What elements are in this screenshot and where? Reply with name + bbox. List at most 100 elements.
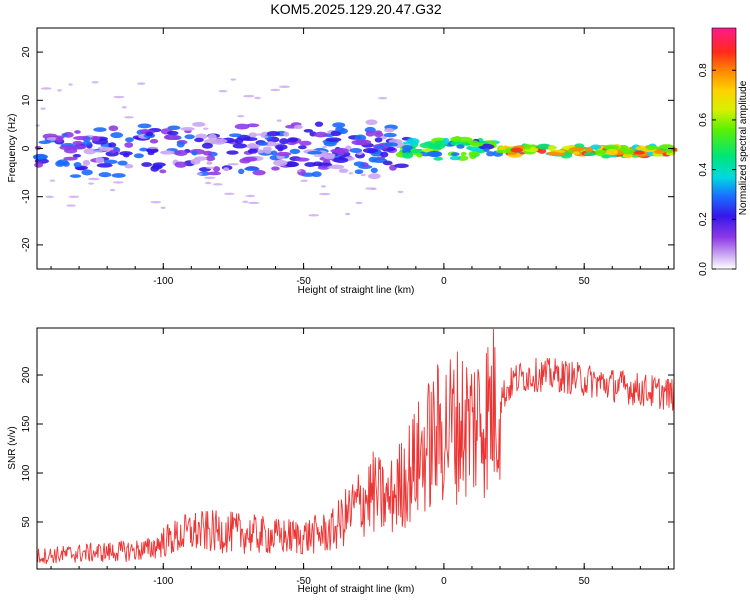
spectrogram-cell	[368, 156, 378, 163]
spectrogram-cell	[645, 145, 657, 151]
spectrogram-cell	[295, 157, 310, 162]
colorbar-tick-label: 0.0	[698, 262, 709, 276]
spectrogram-cell	[402, 144, 413, 151]
spectrogram-cell	[174, 150, 188, 156]
spectrogram-cell	[303, 129, 313, 133]
spectrogram-cell	[256, 149, 265, 154]
spectrogram-cell	[73, 135, 89, 141]
spectrogram-cell	[635, 146, 642, 151]
spectrogram-cell	[299, 140, 312, 146]
spectrogram-cell	[430, 151, 443, 157]
spectrogram-cell	[103, 159, 118, 165]
spectrogram-cell	[406, 138, 420, 145]
spectrogram-cell	[456, 136, 473, 143]
spectrogram-cell	[606, 148, 618, 156]
spectrogram-outlier	[254, 133, 265, 136]
spectrogram-cell	[355, 139, 372, 146]
spectrogram-outlier	[204, 176, 216, 179]
spectrogram-cell	[90, 135, 101, 142]
spectrogram-cell	[449, 155, 461, 161]
spectrogram-outlier	[137, 82, 146, 85]
colorbar-tick-label: 0.4	[698, 162, 709, 176]
spectrogram-outlier	[270, 88, 281, 92]
spectrogram-x-tick-label: 0	[441, 276, 447, 287]
spectrogram-cell	[82, 159, 91, 166]
spectrogram-cell	[73, 162, 82, 168]
snr-marks	[36, 328, 675, 565]
spectrogram-cell	[72, 153, 82, 158]
spectrogram-cell	[133, 153, 144, 159]
spectrogram-cell	[137, 123, 152, 129]
spectrogram-cell	[223, 167, 230, 172]
spectrogram-cell	[442, 137, 450, 144]
spectrogram-cell	[456, 155, 469, 161]
spectrogram-cell	[330, 148, 346, 153]
spectrogram-outlier	[40, 107, 46, 110]
spectrogram-cell	[124, 142, 134, 148]
spectrogram-cell	[402, 152, 414, 159]
spectrogram-marks	[32, 78, 678, 217]
spectrogram-cell	[149, 138, 159, 144]
spectrogram-cell	[321, 152, 336, 158]
spectrogram-cell	[394, 163, 409, 169]
spectrogram-cell	[365, 119, 378, 126]
snr-y-tick-label: 100	[21, 464, 32, 481]
spectrogram-cell	[590, 144, 602, 150]
spectrogram-cell	[594, 150, 610, 154]
spectrogram-cell	[234, 137, 244, 144]
spectrogram-cell	[93, 127, 107, 132]
spectrogram-cell	[110, 132, 124, 139]
spectrogram-cell	[416, 152, 423, 158]
spectrogram-cell	[245, 143, 261, 149]
spectrogram-cell	[108, 125, 119, 132]
spectrogram-cell	[523, 143, 532, 150]
spectrogram-cell	[184, 134, 195, 140]
spectrogram-cell	[207, 171, 222, 176]
spectrogram-cell	[349, 148, 363, 153]
spectrogram-cell	[238, 168, 245, 175]
spectrogram-outlier	[57, 89, 62, 92]
spectrogram-cell	[353, 161, 366, 167]
spectrogram-outlier	[160, 206, 166, 209]
spectrogram-outlier	[242, 94, 255, 98]
spectrogram-cell	[167, 125, 181, 131]
spectrogram-cell	[317, 165, 330, 170]
spectrogram-outlier	[91, 150, 103, 153]
spectrogram-outlier	[230, 78, 237, 81]
spectrogram-outlier	[318, 192, 331, 196]
spectrogram-cell	[468, 150, 480, 157]
spectrogram-cell	[213, 166, 221, 172]
spectrogram-cell	[450, 152, 460, 157]
spectrogram-outlier	[49, 179, 56, 182]
spectrogram-cell	[213, 138, 228, 144]
spectrogram-cell	[206, 161, 213, 165]
spectrogram-outlier	[321, 185, 327, 188]
spectrogram-outlier	[35, 124, 40, 127]
spectrogram-cell	[125, 137, 134, 143]
spectrogram-cell	[284, 161, 298, 168]
spectrogram-outlier	[242, 200, 249, 204]
spectrogram-cell	[289, 148, 301, 155]
spectrogram-outlier	[296, 169, 302, 173]
colorbar-tick-label: 0.8	[698, 63, 709, 77]
spectrogram-cell	[119, 151, 133, 156]
spectrogram-cell	[32, 153, 48, 160]
spectrogram-x-tick-label: -100	[153, 276, 173, 287]
spectrogram-cell	[298, 145, 307, 150]
spectrogram-cell	[229, 133, 242, 138]
spectrogram-cell	[338, 168, 349, 174]
spectrogram-cell	[202, 150, 213, 156]
spectrogram-outlier	[121, 106, 127, 109]
spectrogram-cell	[108, 142, 117, 148]
spectrogram-cell	[365, 130, 375, 137]
spectrogram-cell	[370, 167, 378, 173]
spectrogram-outlier	[91, 81, 99, 84]
spectrogram-cell	[266, 130, 281, 137]
spectrogram-cell	[354, 134, 367, 141]
spectrogram-cell	[323, 140, 337, 147]
snr-panel: -100 -50 0 50 50 100 150 200 Height of straight…	[7, 327, 675, 595]
snr-frame	[36, 327, 675, 570]
spectrogram-outlier	[327, 166, 333, 169]
